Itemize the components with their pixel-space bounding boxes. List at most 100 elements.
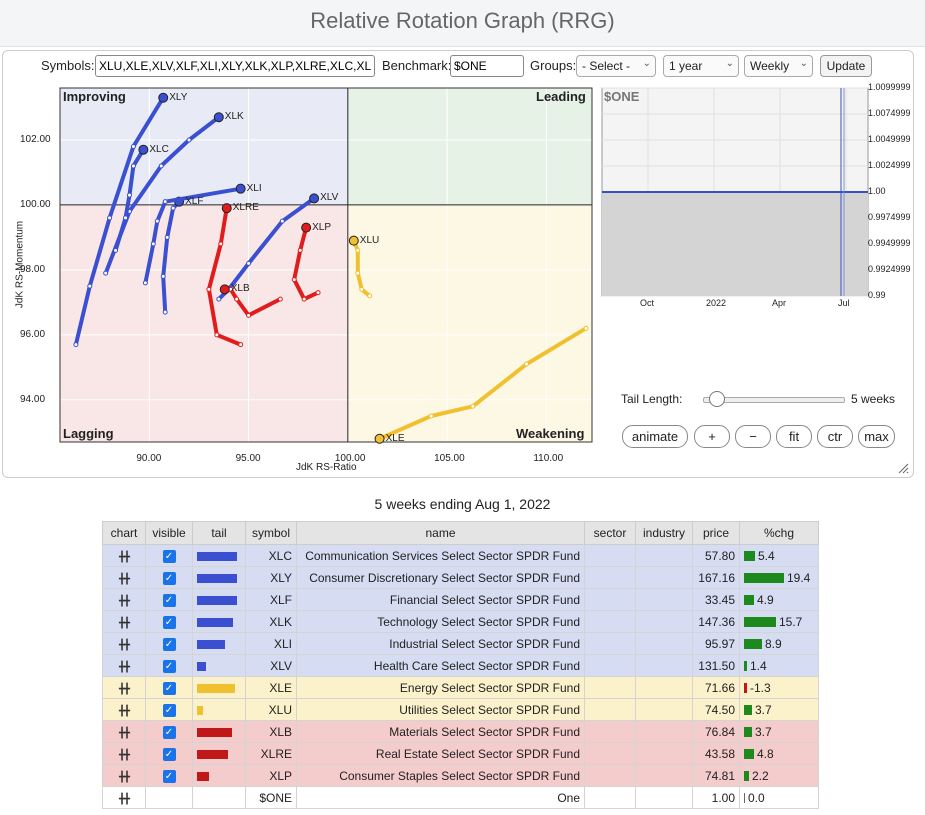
chart-cell[interactable]: ╋╋: [102, 566, 146, 589]
visible-checkbox[interactable]: ✓: [162, 747, 176, 761]
table-row[interactable]: ╋╋ ✓ XLRE Real Estate Select Sector SPDR Fu…: [102, 742, 819, 765]
tail-point[interactable]: [246, 260, 252, 266]
tail-xle[interactable]: [374, 325, 589, 444]
visible-checkbox[interactable]: ✓: [162, 593, 176, 607]
tail-point[interactable]: [158, 163, 164, 169]
tail-point[interactable]: [130, 143, 136, 149]
head-point[interactable]: [301, 222, 312, 233]
benchmark-input[interactable]: [450, 55, 524, 77]
candlestick-icon[interactable]: ╋╋: [118, 595, 130, 607]
head-point[interactable]: [309, 193, 320, 204]
table-row[interactable]: ╋╋ ✓ XLI Industrial Select Sector SPDR Fund…: [102, 632, 819, 655]
table-row[interactable]: ╋╋ ✓ XLB Materials Select Sector SPDR Fund 7…: [102, 720, 819, 743]
tail-point[interactable]: [123, 215, 129, 221]
head-point[interactable]: [158, 92, 169, 103]
tail-point[interactable]: [162, 199, 168, 205]
tail-point[interactable]: [277, 296, 283, 302]
tail-point[interactable]: [428, 413, 434, 419]
chart-cell[interactable]: ╋╋: [102, 610, 146, 633]
tail-point[interactable]: [216, 296, 222, 302]
tail-xlc[interactable]: [113, 144, 149, 253]
period-select[interactable]: 1 year ⌄: [663, 55, 739, 77]
tail-point[interactable]: [162, 309, 168, 315]
table-row[interactable]: ╋╋ ✓ XLY Consumer Discretionary Select Sect…: [102, 566, 819, 589]
head-point[interactable]: [374, 433, 385, 444]
candlestick-icon[interactable]: ╋╋: [118, 661, 130, 673]
tail-point[interactable]: [130, 163, 136, 169]
tail-point[interactable]: [279, 218, 285, 224]
tail-xlre[interactable]: [206, 203, 244, 348]
fit-button[interactable]: fit: [776, 425, 812, 448]
update-button[interactable]: Update: [820, 55, 872, 77]
tail-point[interactable]: [186, 137, 192, 143]
header-name[interactable]: name: [296, 521, 585, 545]
tail-xlb[interactable]: [219, 284, 283, 318]
tail-point[interactable]: [214, 332, 220, 338]
tail-point[interactable]: [470, 403, 476, 409]
header-price[interactable]: price: [692, 521, 740, 545]
candlestick-icon[interactable]: ╋╋: [118, 793, 130, 805]
tail-point[interactable]: [206, 286, 212, 292]
visible-checkbox[interactable]: ✓: [162, 659, 176, 673]
zoom-out-button[interactable]: −: [735, 425, 771, 448]
chart-cell[interactable]: ╋╋: [102, 742, 146, 765]
chart-cell[interactable]: ╋╋: [102, 764, 146, 787]
visible-checkbox[interactable]: ✓: [162, 703, 176, 717]
tail-point[interactable]: [291, 277, 297, 283]
tail-point[interactable]: [367, 293, 373, 299]
resize-handle-icon[interactable]: [897, 462, 909, 474]
candlestick-icon[interactable]: ╋╋: [118, 727, 130, 739]
tail-point[interactable]: [523, 361, 529, 367]
tail-point[interactable]: [160, 273, 166, 279]
tail-point[interactable]: [218, 241, 224, 247]
tail-point[interactable]: [107, 215, 113, 221]
candlestick-icon[interactable]: ╋╋: [118, 705, 130, 717]
candlestick-icon[interactable]: ╋╋: [118, 551, 130, 563]
chart-cell[interactable]: ╋╋: [102, 698, 146, 721]
tail-point[interactable]: [234, 296, 240, 302]
tail-point[interactable]: [355, 247, 361, 253]
head-point[interactable]: [138, 144, 149, 155]
table-row[interactable]: ╋╋ ✓ XLK Technology Select Sector SPDR Fund…: [102, 610, 819, 633]
header-industry[interactable]: industry: [635, 521, 693, 545]
head-point[interactable]: [235, 183, 246, 194]
visible-checkbox[interactable]: ✓: [162, 637, 176, 651]
tail-point[interactable]: [126, 192, 132, 198]
tail-point[interactable]: [113, 247, 119, 253]
head-point[interactable]: [213, 112, 224, 123]
tail-point[interactable]: [359, 286, 365, 292]
header-symbol[interactable]: symbol: [245, 521, 297, 545]
visible-checkbox[interactable]: ✓: [162, 571, 176, 585]
center-button[interactable]: ctr: [817, 425, 853, 448]
table-row[interactable]: ╋╋ ✓ XLU Utilities Select Sector SPDR Fund 7…: [102, 698, 819, 721]
table-row[interactable]: ╋╋ ✓ XLF Financial Select Sector SPDR Fund 3…: [102, 588, 819, 611]
chart-cell[interactable]: ╋╋: [102, 632, 146, 655]
tail-point[interactable]: [355, 270, 361, 276]
head-point[interactable]: [219, 284, 230, 295]
tail-point[interactable]: [142, 280, 148, 286]
tail-point[interactable]: [170, 205, 176, 211]
chart-cell[interactable]: ╋╋: [102, 786, 146, 809]
table-row[interactable]: ╋╋ ✓ XLV Health Care Select Sector SPDR Fun…: [102, 654, 819, 677]
header-sector[interactable]: sector: [584, 521, 636, 545]
tail-point[interactable]: [238, 342, 244, 348]
chart-cell[interactable]: ╋╋: [102, 544, 146, 567]
zoom-in-button[interactable]: +: [694, 425, 730, 448]
header-tail[interactable]: tail: [192, 521, 246, 545]
groups-select[interactable]: - Select - ⌄: [576, 55, 656, 77]
symbols-input[interactable]: [95, 55, 375, 77]
head-point[interactable]: [348, 235, 359, 246]
tail-point[interactable]: [315, 290, 321, 296]
animate-button[interactable]: animate: [622, 425, 688, 448]
chart-cell[interactable]: ╋╋: [102, 720, 146, 743]
tail-point[interactable]: [297, 247, 303, 253]
tail-point[interactable]: [583, 325, 589, 331]
table-row[interactable]: ╋╋ ✓ XLE Energy Select Sector SPDR Fund 71.6…: [102, 676, 819, 699]
tail-point[interactable]: [246, 312, 252, 318]
tail-xlu[interactable]: [348, 235, 373, 299]
max-button[interactable]: max: [858, 425, 895, 448]
tail-point[interactable]: [301, 296, 307, 302]
visible-checkbox[interactable]: ✓: [162, 615, 176, 629]
tail-point[interactable]: [150, 241, 156, 247]
tail-xli[interactable]: [142, 183, 246, 286]
